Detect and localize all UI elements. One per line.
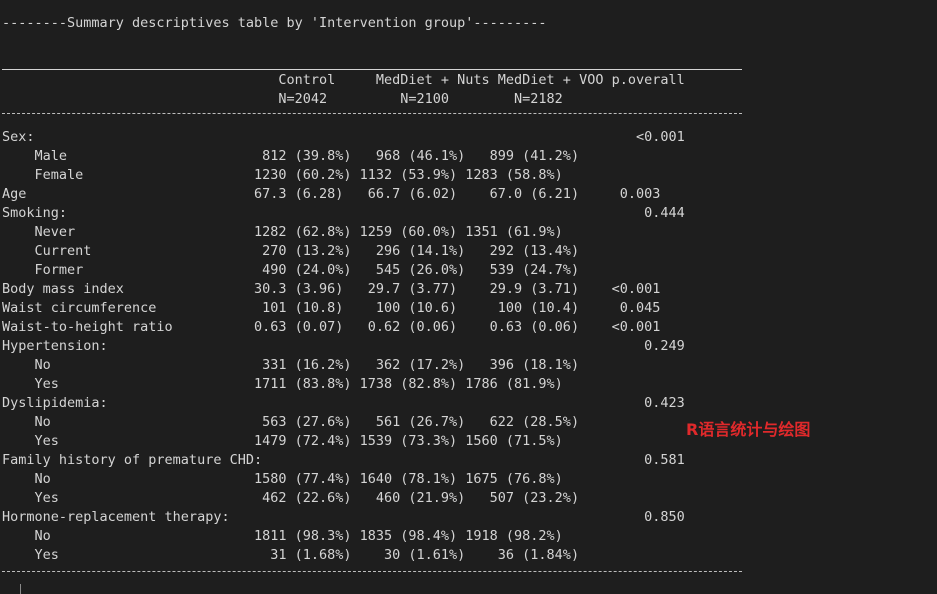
table-row: No 1811 (98.3%) 1835 (98.4%) 1918 (98.2%… [2,528,563,544]
table-row: Female 1230 (60.2%) 1132 (53.9%) 1283 (5… [2,167,563,183]
table-row: Dyslipidemia: 0.423 [2,395,685,411]
table-row: No 1580 (77.4%) 1640 (78.1%) 1675 (76.8%… [2,471,563,487]
watermark-text: R语言统计与绘图 [686,420,811,439]
table-row: Body mass index 30.3 (3.96) 29.7 (3.77) … [2,281,661,297]
table-row: Hormone-replacement therapy: 0.850 [2,509,685,525]
table-top-rule [2,69,742,70]
table-row: Age 67.3 (6.28) 66.7 (6.02) 67.0 (6.21) … [2,186,661,202]
group-size-row: N=2042 N=2100 N=2182 [2,91,563,107]
table-row: Yes 1479 (72.4%) 1539 (73.3%) 1560 (71.5… [2,433,563,449]
table-row: Male 812 (39.8%) 968 (46.1%) 899 (41.2%) [2,148,580,164]
table-row: No 563 (27.6%) 561 (26.7%) 622 (28.5%) [2,414,580,430]
table-row: Waist-to-height ratio 0.63 (0.07) 0.62 (… [2,319,661,335]
table-row: Never 1282 (62.8%) 1259 (60.0%) 1351 (61… [2,224,563,240]
table-row: Sex: <0.001 [2,129,685,145]
column-header-row: Control MedDiet + Nuts MedDiet + VOO p.o… [2,72,685,88]
table-row: Smoking: 0.444 [2,205,685,221]
header-separator [2,113,742,114]
table-row: No 331 (16.2%) 362 (17.2%) 396 (18.1%) [2,357,580,373]
table-row: Yes 31 (1.68%) 30 (1.61%) 36 (1.84%) [2,547,580,563]
table-row: Yes 1711 (83.8%) 1738 (82.8%) 1786 (81.9… [2,376,563,392]
table-row: Waist circumference 101 (10.8) 100 (10.6… [2,300,661,316]
table-row: Current 270 (13.2%) 296 (14.1%) 292 (13.… [2,243,580,259]
table-bottom-rule [2,571,742,572]
table-row: Hypertension: 0.249 [2,338,685,354]
table-title: --------Summary descriptives table by 'I… [2,15,547,31]
table-row: Former 490 (24.0%) 545 (26.0%) 539 (24.7… [2,262,580,278]
table-row: Yes 462 (22.6%) 460 (21.9%) 507 (23.2%) [2,490,580,506]
console-cursor [20,584,21,594]
table-row: Family history of premature CHD: 0.581 [2,452,685,468]
